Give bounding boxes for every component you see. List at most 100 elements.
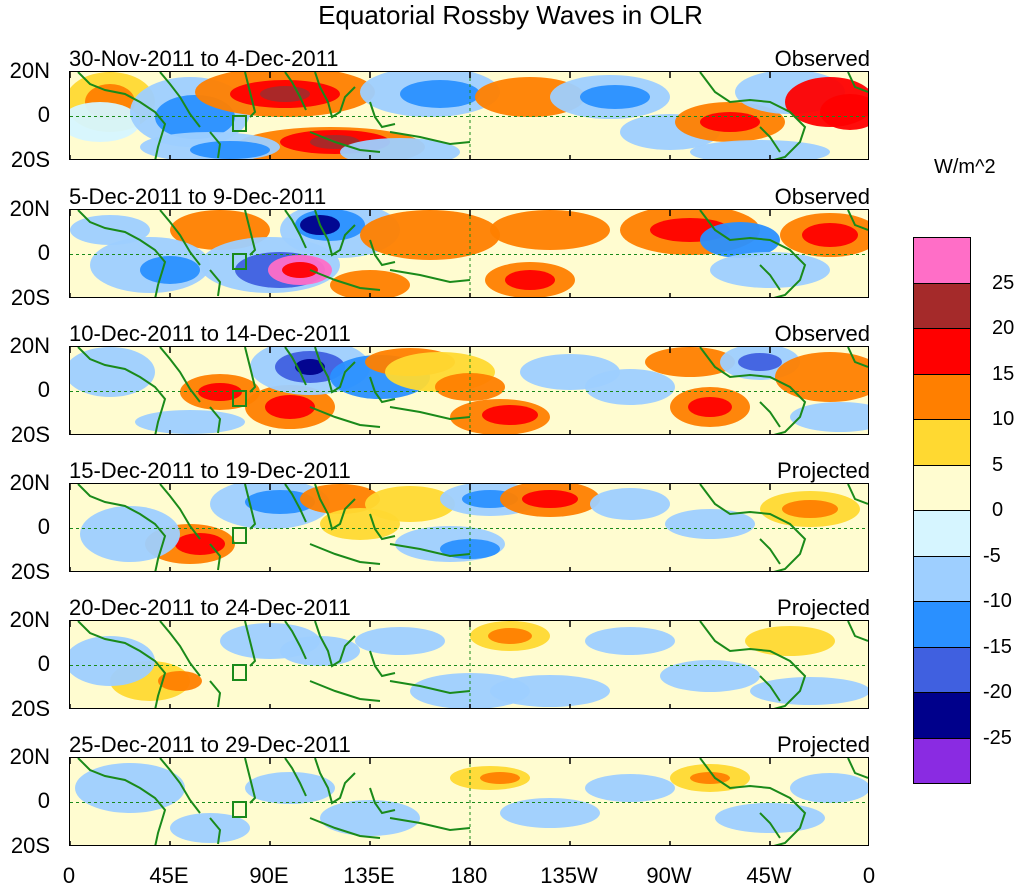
anomaly-contour: [690, 140, 830, 159]
latitude-tick-label: 20S: [10, 147, 50, 172]
longitude-tick-label: 90E: [249, 863, 289, 888]
colorbar-tick-label: 5: [992, 453, 1004, 476]
anomaly-contour: [158, 671, 202, 691]
anomaly-contour: [585, 627, 675, 655]
latitude-tick-label: 20S: [10, 559, 50, 584]
coastline: [699, 72, 807, 159]
anomaly-contour: [400, 80, 480, 108]
anomaly-contour: [790, 773, 868, 803]
coastline: [847, 758, 868, 779]
colorbar-swatch: [913, 646, 971, 693]
coastline: [309, 131, 381, 153]
coastline: [284, 758, 307, 797]
anomaly-contour: [688, 397, 732, 417]
panel-date-range: 10-Dec-2011 to 14-Dec-2011: [69, 321, 351, 346]
colorbar-tick-label: 0: [992, 499, 1004, 521]
coastline: [77, 347, 167, 434]
coastline: [244, 484, 257, 530]
anomaly-contour: [245, 772, 335, 804]
latitude-tick-label: 0: [37, 240, 50, 265]
colorbar-tick-label: -10: [983, 590, 1012, 612]
anomaly-contour: [482, 405, 538, 425]
coastline: [159, 347, 201, 403]
panel-status-label: Observed: [774, 46, 870, 71]
coastline: [284, 621, 307, 660]
anomaly-contour: [480, 772, 520, 784]
anomaly-contour: [715, 803, 825, 833]
latitude-tick-label: 20S: [10, 696, 50, 721]
coastline: [314, 484, 356, 531]
coastline: [699, 621, 807, 708]
olr-anomaly-map: [69, 483, 869, 572]
anomaly-contour: [490, 210, 610, 250]
panel-date-range: 25-Dec-2011 to 29-Dec-2011: [69, 732, 351, 757]
colorbar-swatch: [913, 737, 971, 784]
coastline: [314, 347, 356, 394]
colorbar-swatch: [913, 555, 971, 602]
coastline: [77, 621, 167, 708]
coastline: [699, 347, 807, 434]
panel-status-label: Projected: [777, 595, 870, 620]
latitude-tick-label: 20S: [10, 285, 50, 310]
coastline: [284, 72, 307, 111]
coastline: [369, 239, 396, 267]
olr-anomaly-map: [69, 71, 869, 160]
coastline: [699, 484, 807, 571]
panel-status-label: Projected: [777, 458, 870, 483]
latitude-tick-label: 0: [37, 102, 50, 127]
anomaly-contour: [175, 533, 225, 555]
panel-date-range: 20-Dec-2011 to 24-Dec-2011: [69, 595, 351, 620]
latitude-tick-label: 20S: [10, 422, 50, 447]
longitude-tick-label: 0: [862, 863, 876, 888]
coastline: [244, 210, 257, 256]
colorbar-swatch: [913, 601, 971, 648]
coastline: [389, 406, 471, 421]
anomaly-contour: [320, 800, 420, 836]
anomaly-contour: [585, 369, 675, 405]
map-canvas: [70, 621, 868, 708]
anomaly-contour: [135, 410, 245, 434]
latitude-tick-label: 0: [37, 377, 50, 402]
colorbar-swatch: [913, 510, 971, 557]
colorbar-swatch: [913, 282, 971, 329]
coastline: [847, 484, 868, 505]
panel-status-label: Observed: [774, 321, 870, 346]
anomaly-contour: [738, 353, 782, 371]
anomaly-contour: [590, 488, 670, 520]
anomaly-contour: [280, 636, 360, 666]
reference-box: [232, 801, 247, 818]
latitude-tick-label: 0: [37, 651, 50, 676]
coastline: [389, 543, 471, 558]
colorbar-swatch: [913, 237, 971, 284]
panel-status-label: Projected: [777, 732, 870, 757]
latitude-tick-label: 20S: [10, 833, 50, 858]
coastline: [209, 817, 222, 845]
coastline: [759, 264, 781, 291]
anomaly-contour: [190, 141, 270, 159]
latitude-tick-label: 20N: [9, 58, 50, 83]
panel-date-range: 15-Dec-2011 to 19-Dec-2011: [69, 458, 351, 483]
map-canvas: [70, 210, 868, 297]
anomaly-contour: [790, 402, 868, 432]
panel-status-label: Observed: [774, 184, 870, 209]
longitude-tick-label: 135W: [540, 863, 598, 888]
anomaly-contour: [260, 86, 310, 102]
olr-anomaly-map: [69, 346, 869, 435]
longitude-tick-label: 180: [450, 863, 488, 888]
anomaly-contour: [645, 347, 735, 377]
coastline: [309, 269, 381, 291]
coastline: [244, 347, 257, 393]
coastline: [314, 72, 356, 119]
anomaly-contour: [140, 256, 200, 284]
coastline: [759, 126, 781, 153]
coastline: [284, 210, 307, 249]
longitude-tick-label: 90W: [646, 863, 692, 888]
coastline: [699, 210, 807, 297]
longitude-tick-label: 0: [62, 863, 76, 888]
colorbar-tick-label: -5: [983, 544, 1001, 567]
coastline: [159, 484, 201, 540]
anomaly-contour: [660, 660, 760, 692]
coastline: [77, 210, 167, 297]
coastline: [209, 543, 222, 571]
anomaly-contour: [435, 373, 505, 401]
